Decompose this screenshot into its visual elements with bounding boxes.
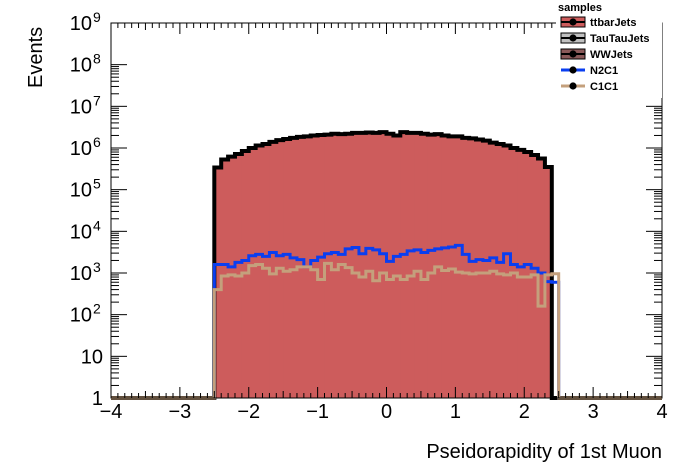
bar bbox=[476, 139, 483, 398]
y-tick-exponent: 2 bbox=[93, 301, 101, 317]
y-tick-label: 10 bbox=[70, 96, 92, 118]
y-tick-label: 10 bbox=[81, 346, 103, 368]
bar bbox=[393, 135, 400, 398]
bar bbox=[462, 138, 469, 398]
legend-entry: TauTauJets bbox=[561, 33, 650, 45]
legend-label: TauTauJets bbox=[590, 33, 650, 45]
legend-label: WWJets bbox=[590, 49, 633, 61]
bar bbox=[400, 132, 407, 398]
y-tick-exponent: 7 bbox=[93, 92, 101, 108]
y-tick-exponent: 9 bbox=[93, 9, 101, 25]
bar bbox=[448, 136, 455, 398]
legend-entry: WWJets bbox=[561, 49, 633, 61]
x-tick-label: −4 bbox=[100, 401, 123, 423]
y-tick-exponent: 3 bbox=[93, 259, 101, 275]
y-tick-label: 10 bbox=[70, 180, 92, 202]
bar bbox=[421, 134, 428, 398]
bar bbox=[366, 133, 373, 398]
legend-label: N2C1 bbox=[590, 65, 618, 77]
y-tick-label: 10 bbox=[70, 305, 92, 327]
x-tick-label: −1 bbox=[306, 401, 329, 423]
bar bbox=[256, 145, 263, 398]
bar bbox=[373, 133, 380, 398]
legend-label: ttbarJets bbox=[590, 17, 636, 29]
y-tick-label: 10 bbox=[70, 221, 92, 243]
x-tick-label: 3 bbox=[588, 401, 599, 423]
bar bbox=[414, 133, 421, 398]
legend-marker bbox=[569, 34, 576, 41]
legend-entry: ttbarJets bbox=[561, 17, 636, 29]
bar bbox=[455, 136, 462, 398]
y-axis-title: Events bbox=[25, 27, 47, 88]
legend-title: samples bbox=[558, 2, 602, 14]
legend-marker bbox=[569, 50, 576, 57]
y-tick-exponent: 5 bbox=[93, 176, 101, 192]
x-tick-label: 2 bbox=[519, 401, 530, 423]
bar bbox=[359, 133, 366, 398]
y-tick-label: 10 bbox=[70, 263, 92, 285]
bar bbox=[469, 138, 476, 398]
bar bbox=[407, 133, 414, 398]
x-tick-label: −2 bbox=[237, 401, 260, 423]
legend-label: C1C1 bbox=[590, 81, 618, 93]
series-layer bbox=[111, 132, 662, 398]
bar bbox=[483, 141, 490, 398]
bar bbox=[380, 132, 387, 398]
y-tick-label: 10 bbox=[70, 55, 92, 77]
y-tick-label: 10 bbox=[70, 138, 92, 160]
y-tick-label: 10 bbox=[70, 13, 92, 35]
x-tick-label: 1 bbox=[450, 401, 461, 423]
legend-marker bbox=[569, 66, 576, 73]
y-tick-label: 1 bbox=[92, 388, 103, 410]
x-tick-label: −3 bbox=[168, 401, 191, 423]
y-tick-exponent: 6 bbox=[93, 134, 101, 150]
legend-marker bbox=[569, 18, 576, 25]
x-axis-title: Pseidorapidity of 1st Muon bbox=[426, 441, 662, 463]
legend-marker bbox=[569, 82, 576, 89]
bar bbox=[352, 133, 359, 398]
y-tick-exponent: 8 bbox=[93, 51, 101, 67]
y-tick-exponent: 4 bbox=[93, 217, 101, 233]
x-tick-label: 0 bbox=[381, 401, 392, 423]
bar bbox=[387, 134, 394, 398]
series-ttbarjets bbox=[214, 132, 552, 398]
x-tick-label: 4 bbox=[656, 401, 667, 423]
legend: samples ttbarJets TauTauJets WWJets N2C1 C1C… bbox=[556, 0, 662, 98]
